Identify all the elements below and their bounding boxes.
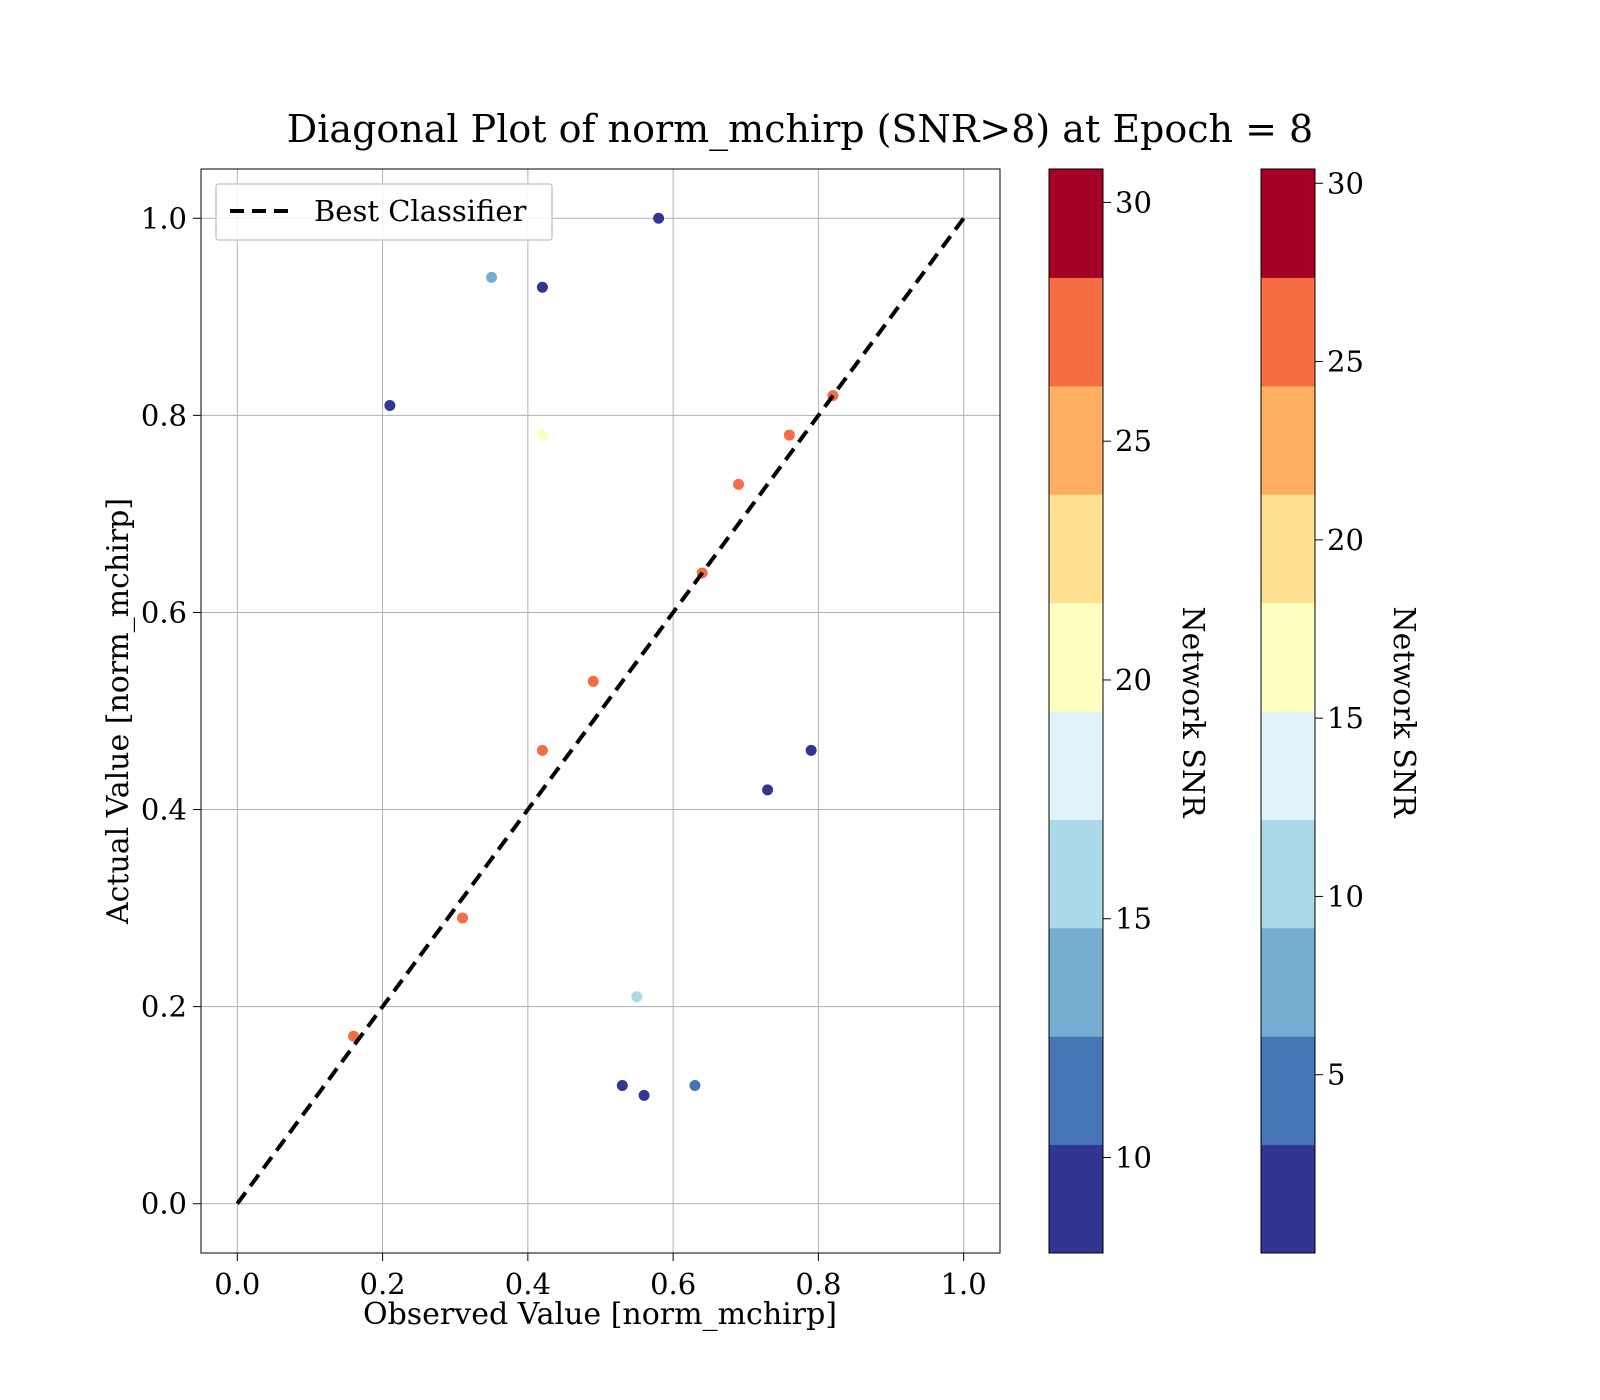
y-tick-label: 0.4 xyxy=(141,793,187,827)
scatter-point xyxy=(689,1079,701,1091)
scatter-point xyxy=(456,912,468,924)
scatter-point xyxy=(384,400,396,412)
colorbar-segment xyxy=(1049,711,1103,820)
x-tick-label: 1.0 xyxy=(941,1267,987,1301)
scatter-point xyxy=(348,1030,360,1042)
colorbar-segment xyxy=(1261,927,1315,1037)
scatter-point xyxy=(536,281,548,293)
x-tick-label: 0.8 xyxy=(795,1267,841,1301)
scatter-point xyxy=(536,744,548,756)
chart-title: Diagonal Plot of norm_mchirp (SNR>8) at … xyxy=(287,107,1313,152)
colorbar-1-label: Network SNR xyxy=(1175,606,1210,819)
legend-box xyxy=(215,183,553,241)
x-tick-label: 0.6 xyxy=(650,1267,696,1301)
colorbar-tick-label: 10 xyxy=(1115,1140,1152,1174)
colorbar-tick-label: 25 xyxy=(1115,424,1152,458)
colorbar-segment xyxy=(1049,1036,1103,1146)
colorbar-segment xyxy=(1049,819,1103,929)
scatter-point xyxy=(805,744,817,756)
scatter-point xyxy=(762,784,774,796)
colorbar-tick-label: 30 xyxy=(1115,185,1152,219)
scatter-point xyxy=(536,429,548,441)
colorbar-segment xyxy=(1049,927,1103,1037)
scatter-point xyxy=(616,1079,628,1091)
y-axis-label: Actual Value [norm_mchirp] xyxy=(101,498,136,925)
colorbar-segment xyxy=(1261,1144,1315,1254)
y-tick-label: 0.8 xyxy=(141,398,187,432)
colorbar-segment xyxy=(1049,1144,1103,1254)
y-tick-label: 0.0 xyxy=(141,1187,187,1221)
best-classifier-line xyxy=(235,217,966,1205)
x-tick-label: 0.0 xyxy=(214,1267,260,1301)
y-axis: 0.0 0.2 0.4 0.6 0.8 1.0 xyxy=(141,201,201,1221)
colorbar-2-label: Network SNR xyxy=(1386,606,1421,819)
colorbar-tick-label: 10 xyxy=(1327,879,1364,913)
plot-frame xyxy=(200,168,1001,1254)
scatter-point xyxy=(587,675,599,687)
y-tick-label: 1.0 xyxy=(141,201,187,235)
colorbar-segment xyxy=(1049,602,1103,712)
colorbar-segment xyxy=(1261,277,1315,387)
colorbar-segment xyxy=(1049,169,1103,278)
colorbar-segment xyxy=(1261,385,1315,495)
colorbar-segment xyxy=(1049,494,1103,604)
colorbar-tick-label: 25 xyxy=(1327,345,1364,379)
colorbar-tick-label: 5 xyxy=(1327,1058,1345,1092)
scatter-point xyxy=(733,478,745,490)
scatter-point xyxy=(653,212,665,224)
x-tick-label: 0.4 xyxy=(505,1267,551,1301)
colorbar-frame xyxy=(1260,168,1316,1254)
legend: Best Classifier xyxy=(215,183,553,241)
legend-label: Best Classifier xyxy=(314,194,527,228)
colorbar-segment xyxy=(1261,602,1315,712)
x-tick-label: 0.2 xyxy=(360,1267,406,1301)
colorbar-segment xyxy=(1261,819,1315,929)
scatter-point xyxy=(638,1089,650,1101)
colorbar-segment xyxy=(1049,277,1103,387)
colorbar-2: 5 10 15 20 25 30 xyxy=(1260,166,1364,1254)
scatter-point xyxy=(631,991,643,1003)
colorbar-frame xyxy=(1048,168,1104,1254)
colorbar-1: 10 15 20 25 30 xyxy=(1048,168,1152,1254)
colorbar-tick-label: 30 xyxy=(1327,166,1364,200)
y-tick-label: 0.2 xyxy=(141,990,187,1024)
colorbar-tick-label: 20 xyxy=(1115,663,1152,697)
x-axis: 0.0 0.2 0.4 0.6 0.8 1.0 xyxy=(214,1253,987,1301)
scatter-point xyxy=(783,429,795,441)
colorbar-segment xyxy=(1261,169,1315,278)
colorbar-segment xyxy=(1049,385,1103,495)
y-tick-label: 0.6 xyxy=(141,595,187,629)
colorbar-tick-label: 15 xyxy=(1327,701,1364,735)
colorbar-tick-label: 15 xyxy=(1115,902,1152,936)
scatter-points xyxy=(348,212,839,1101)
colorbar-segment xyxy=(1261,494,1315,604)
x-axis-label: Observed Value [norm_mchirp] xyxy=(363,1297,837,1332)
colorbar-segment xyxy=(1261,1036,1315,1146)
colorbar-tick-label: 20 xyxy=(1327,523,1364,557)
colorbar-segment xyxy=(1261,711,1315,820)
scatter-point xyxy=(486,271,498,283)
